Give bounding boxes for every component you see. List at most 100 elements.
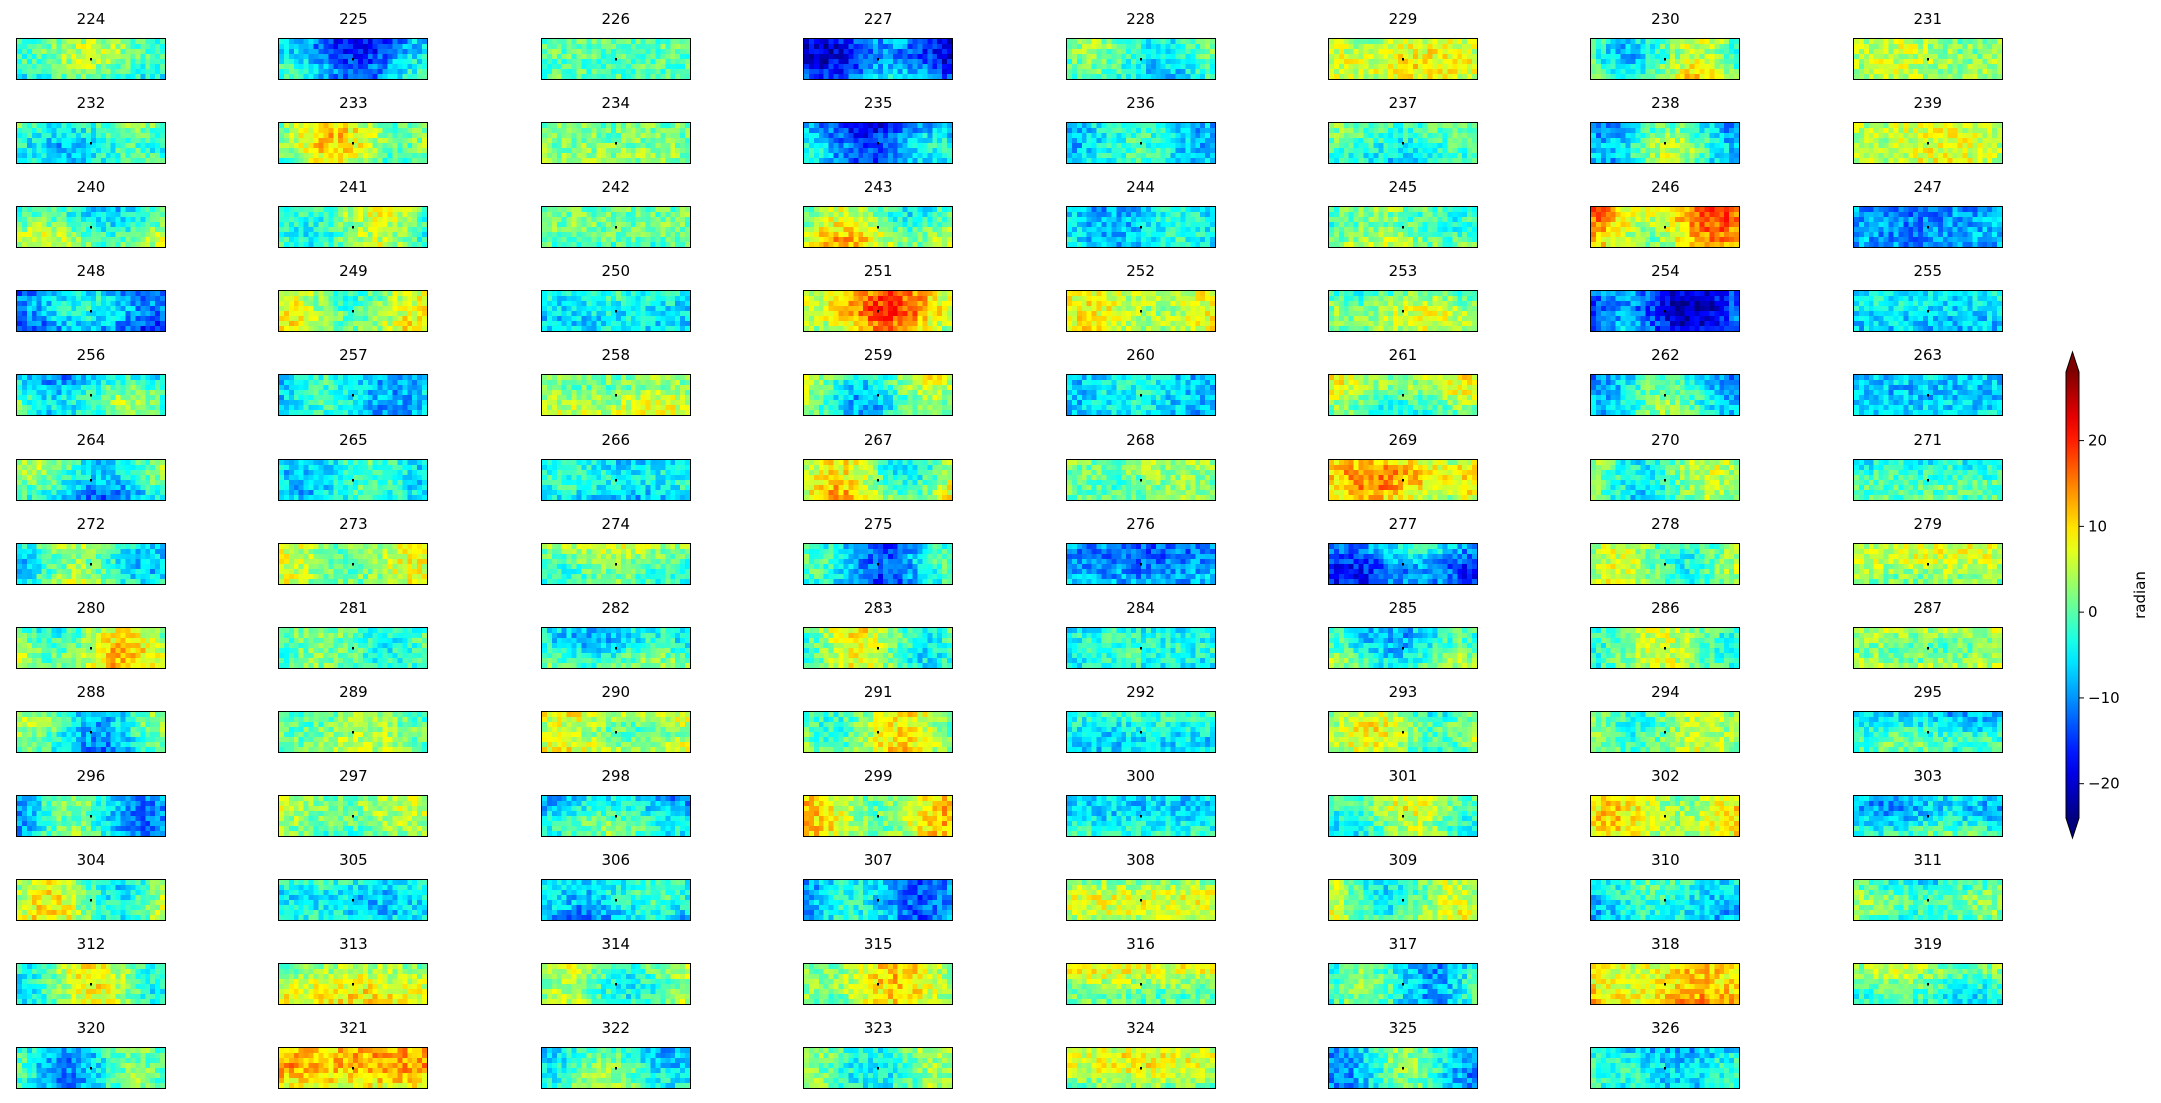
heatmap-cell [353,158,359,164]
heatmap-cell [66,222,72,228]
heatmap-cell [358,212,364,218]
heatmap-cell [1140,44,1146,50]
heatmap-cell [1160,74,1166,79]
heatmap-cell [645,44,651,50]
heatmap-cell [615,69,621,75]
heatmap-cell [1427,59,1433,65]
heatmap-cell [1947,74,1953,79]
heatmap-cell [655,64,661,70]
heatmap-cell [1437,39,1443,45]
heatmap-cell [387,133,394,139]
heatmap-cell [1194,222,1201,228]
heatmap-cell [1432,123,1438,129]
heatmap-cell [66,237,72,243]
heatmap-cell [546,158,552,164]
heatmap-cell [145,59,151,65]
heatmap-cell [640,148,646,154]
heatmap-cell [407,153,413,159]
heatmap-cell [105,49,111,55]
heatmap-cell [1972,49,1978,55]
heatmap-cell [1898,74,1904,79]
heatmap-cell [100,207,107,213]
heatmap-cell [412,133,418,139]
heatmap-cell [378,69,384,75]
heatmap-cell [140,123,146,129]
heatmap-cell [828,148,835,154]
heatmap-cell [615,222,621,228]
heatmap-cell [1329,44,1335,50]
heatmap-cell [373,123,379,129]
heatmap-cell [1432,54,1438,60]
heatmap-cell [843,128,849,134]
heatmap-cell [368,59,374,65]
heatmap-cell [1140,64,1146,70]
heatmap-cell [1180,138,1186,144]
heatmap-cell [1115,123,1122,129]
heatmap-cell [670,54,676,60]
heatmap-cell [1353,138,1359,144]
center-marker [876,57,880,61]
heatmap-cell [684,59,690,65]
heatmap-cell [373,242,379,248]
heatmap-cell [46,242,52,248]
heatmap-cell [402,242,408,248]
heatmap-cell [1917,59,1924,65]
heatmap-cell [323,153,329,159]
heatmap-cell [1204,64,1210,70]
heatmap-cell [95,148,102,154]
heatmap-cell [1091,212,1097,218]
heatmap-cell [1071,54,1077,60]
heatmap-cell [387,39,394,45]
heatmap-cell [1358,143,1364,149]
heatmap-cell [1690,133,1696,139]
heatmap-cell [31,232,37,238]
heatmap-cell [1942,49,1948,55]
heatmap-cell [674,138,681,144]
heatmap-cell [1878,148,1884,154]
heatmap-cell [1452,69,1458,75]
heatmap-cell [892,158,899,164]
heatmap-cell [105,222,111,228]
heatmap-cell [1412,39,1419,45]
heatmap-cell [1650,69,1656,75]
heatmap-cell [1640,64,1646,70]
heatmap-cell [318,39,325,45]
heatmap-cell [1353,123,1359,129]
heatmap-cell [145,49,151,55]
heatmap-cell [343,153,349,159]
heatmap-cell [140,212,146,218]
heatmap-cell [1120,143,1127,149]
heatmap-cell [1076,128,1082,134]
heatmap-cell [1175,54,1181,60]
heatmap-cell [1908,39,1914,45]
heatmap-cell [1719,64,1725,70]
panel-title: 242 [540,179,692,195]
heatmap-cell [1932,133,1938,139]
heatmap-cell [1175,64,1181,70]
heatmap-cell [140,54,146,60]
heatmap-cell [1625,74,1632,79]
heatmap-cell [338,143,344,149]
heatmap-cell [571,128,577,134]
heatmap-cell [888,133,894,139]
heatmap-cell [1071,59,1077,65]
heatmap-cell [912,64,918,70]
heatmap-cell [1665,64,1671,70]
heatmap-cell [1977,39,1983,45]
heatmap-cell [561,158,567,164]
heatmap-cell [684,49,690,55]
heatmap-cell [81,222,87,228]
heatmap-cell [392,123,399,129]
heatmap-cell [679,143,686,149]
heatmap-cell [1472,39,1477,45]
heatmap-cell [71,232,77,238]
heatmap-cell [927,232,933,238]
heatmap-cell [1170,133,1176,139]
heatmap-cell [804,237,810,243]
heatmap-cell [110,39,116,45]
heatmap-cell [294,217,300,223]
heatmap-cell [581,242,587,248]
heatmap-cell [665,133,671,139]
heatmap-cell [917,143,923,149]
heatmap-cell [1665,143,1671,149]
